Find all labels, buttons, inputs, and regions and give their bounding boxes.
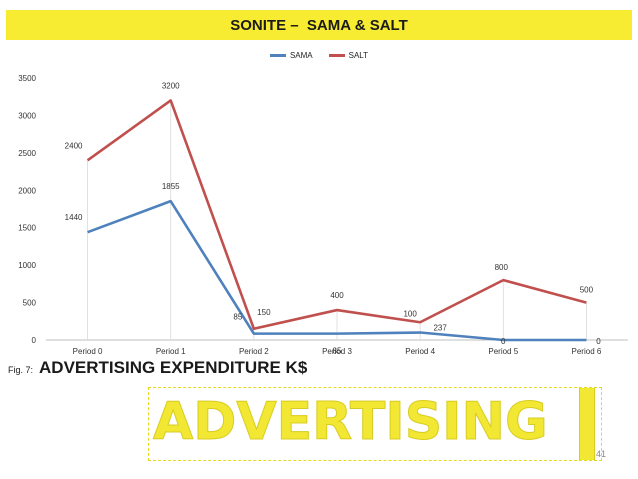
figure-caption: Fig. 7: ADVERTISING EXPENDITURE K$ [8, 358, 307, 380]
data-label-sama: 0 [501, 337, 506, 346]
data-label-salt: 3200 [162, 81, 180, 90]
y-tick-label: 500 [23, 299, 37, 308]
series-line-salt [86, 99, 587, 331]
banner-bar [579, 388, 595, 460]
data-label-sama: 1855 [162, 182, 180, 191]
x-tick-label: Period 6 [572, 347, 602, 356]
legend-label: SAMA [289, 51, 313, 60]
y-tick-label: 0 [32, 336, 37, 345]
legend-item-salt: SALT [328, 51, 369, 60]
data-label-salt: 400 [330, 291, 344, 300]
data-label-sama: 100 [403, 310, 417, 319]
x-tick-label: Period 4 [405, 347, 435, 356]
slide-title: SONITE – SAMA & SALT [230, 16, 408, 34]
data-label-salt: 500 [580, 286, 594, 295]
y-tick-label: 3500 [18, 74, 36, 83]
x-tick-label: Period 3 [322, 347, 352, 356]
x-tick-label: Period 5 [488, 347, 518, 356]
y-tick-label: 1500 [18, 224, 36, 233]
legend-item-sama: SAMA [269, 51, 313, 60]
legend-label: SALT [348, 51, 369, 60]
x-tick-label: Period 2 [239, 347, 269, 356]
data-label-sama: 0 [596, 337, 601, 346]
y-tick-label: 2500 [18, 149, 36, 158]
data-label-sama: 85 [333, 347, 342, 356]
y-tick-label: 1000 [18, 261, 36, 270]
data-label-salt: 800 [495, 263, 509, 272]
series-line-sama [87, 199, 587, 342]
chart-legend: SAMA SALT [0, 51, 638, 60]
x-tick-label: Period 1 [156, 347, 186, 356]
data-label-salt: 150 [257, 308, 271, 317]
advertising-banner: ADVERTISING [148, 387, 602, 461]
legend-swatch [328, 54, 345, 57]
caption-prefix: Fig. 7: [8, 365, 34, 375]
data-label-sama: 85 [233, 313, 242, 322]
page-number: 41 [596, 449, 607, 459]
legend-swatch [269, 54, 286, 57]
y-tick-label: 2000 [18, 186, 36, 195]
data-label-sama: 1440 [65, 213, 83, 222]
title-bar: SONITE – SAMA & SALT [6, 10, 632, 40]
banner-word: ADVERTISING [153, 392, 549, 453]
data-label-salt: 2400 [65, 141, 83, 150]
y-tick-label: 3000 [18, 111, 36, 120]
caption-text: ADVERTISING EXPENDITURE K$ [39, 358, 308, 377]
x-tick-label: Period 0 [73, 347, 103, 356]
data-label-salt: 237 [433, 323, 447, 332]
